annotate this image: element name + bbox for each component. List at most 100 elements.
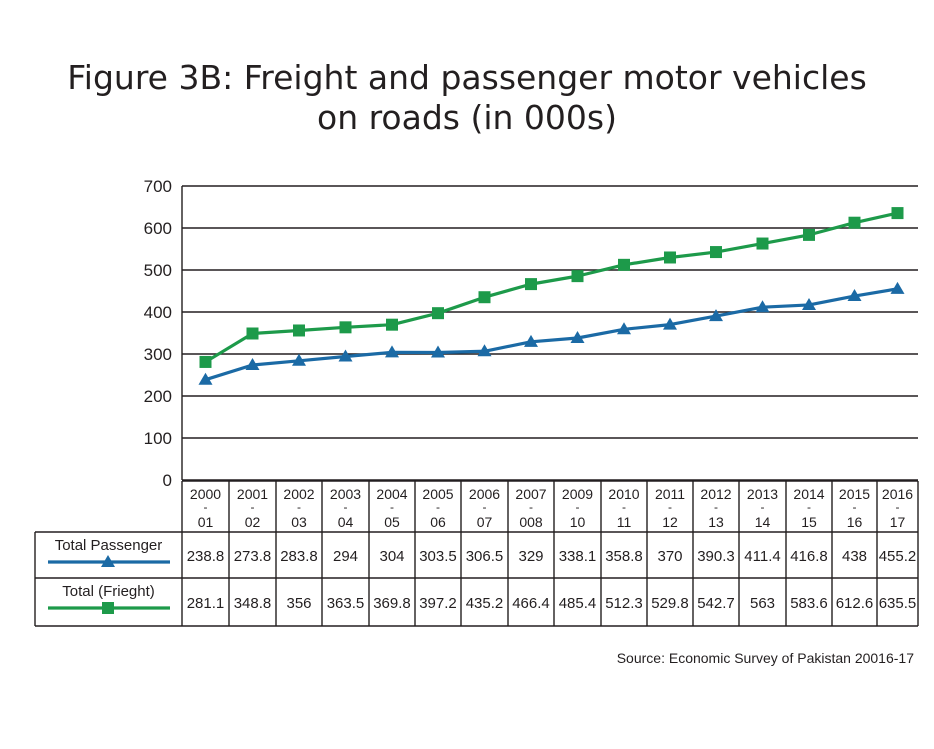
point-marker-0-5 [431,345,445,358]
table-cell-0-11: 390.3 [697,548,735,565]
series-line-0 [205,287,898,382]
table-cell-0-15: 455.2 [879,548,917,565]
x-tick-label-bottom-2: 03 [291,514,307,530]
table-cell-1-6: 435.2 [466,595,504,612]
x-tick-label-top-9: 2010 [608,486,639,502]
table-cell-0-12: 411.4 [744,548,780,565]
x-tick-label-bottom-15: 17 [890,514,906,530]
x-tick-label-bottom-13: 15 [801,514,817,530]
x-tick-label-dash-1: - [251,500,255,514]
point-marker-0-8 [570,330,585,343]
point-marker-1-7 [525,278,537,291]
source-note: Source: Economic Survey of Pakistan 2001… [616,650,914,666]
table-cell-0-9: 358.8 [605,548,643,565]
table-cell-1-0: 281.1 [187,595,225,612]
table-cell-1-12: 563 [750,595,775,612]
point-marker-1-8 [571,270,584,283]
x-tick-label-top-4: 2004 [376,486,407,502]
point-marker-0-6 [477,344,492,357]
x-tick-label-dash-7: - [529,500,533,514]
point-marker-1-9 [618,258,630,271]
table-cell-0-4: 304 [379,548,404,565]
x-tick-label-top-1: 2001 [237,486,268,502]
chart-title-line-1: Figure 3B: Freight and passenger motor v… [67,58,867,97]
point-marker-1-13 [803,228,815,241]
y-tick-label-700: 700 [144,177,172,196]
x-tick-label-top-13: 2014 [793,486,824,502]
x-tick-label-dash-3: - [344,500,348,514]
x-tick-label-dash-11: - [714,500,718,514]
x-tick-label-top-15: 2016 [882,486,913,502]
y-tick-label-500: 500 [144,261,172,280]
table-cell-0-5: 303.5 [419,548,457,565]
x-tick-label-bottom-4: 05 [384,514,400,530]
x-tick-label-dash-12: - [761,500,765,514]
x-tick-label-top-11: 2012 [700,486,731,502]
point-marker-0-11 [709,309,723,322]
x-tick-label-top-6: 2006 [469,486,500,502]
table-cell-0-13: 416.8 [790,548,828,565]
table-cell-1-2: 356 [286,595,311,612]
x-tick-label-dash-4: - [390,500,394,514]
point-marker-1-14 [848,216,861,229]
legend-label-1: Total (Frieght) [62,583,155,600]
x-tick-label-bottom-0: 01 [198,514,214,530]
x-tick-label-top-12: 2013 [747,486,778,502]
point-marker-0-1 [245,358,260,371]
point-marker-0-13 [802,297,816,310]
x-tick-label-top-7: 2007 [515,486,546,502]
y-tick-label-100: 100 [144,429,172,448]
chart-title: Figure 3B: Freight and passenger motor v… [0,58,934,138]
table-cell-1-13: 583.6 [790,595,828,612]
point-marker-1-1 [246,327,259,340]
x-tick-label-dash-15: - [896,500,900,514]
x-tick-label-dash-13: - [807,500,811,514]
point-marker-0-10 [663,317,677,330]
table-cell-1-15: 635.5 [879,595,917,612]
legend-marker-1 [102,602,114,614]
x-tick-label-bottom-1: 02 [245,514,261,530]
point-marker-1-15 [891,207,904,220]
point-marker-1-3 [339,321,352,334]
table-cell-1-5: 397.2 [419,595,457,612]
series-line-1 [204,211,898,364]
table-cell-0-14: 438 [842,548,867,565]
table-cell-1-14: 612.6 [836,595,874,612]
table-cell-1-10: 529.8 [651,595,689,612]
point-marker-1-2 [293,324,305,337]
chart-title-line-2: on roads (in 000s) [317,98,617,137]
table-cell-0-6: 306.5 [466,548,504,565]
y-tick-label-600: 600 [144,219,172,238]
x-tick-label-bottom-11: 13 [708,514,724,530]
x-tick-label-bottom-9: 11 [617,514,632,530]
x-tick-label-dash-14: - [853,500,857,514]
x-tick-label-top-5: 2005 [422,486,453,502]
point-marker-0-7 [524,334,538,347]
point-marker-0-0 [198,372,213,385]
table-cell-1-7: 466.4 [512,595,550,612]
x-tick-label-dash-9: - [622,500,626,514]
point-marker-1-6 [478,291,491,304]
point-marker-0-9 [617,322,631,335]
x-tick-label-dash-6: - [483,500,487,514]
point-marker-0-3 [338,349,353,362]
x-tick-label-bottom-14: 16 [847,514,863,530]
table-cell-0-1: 273.8 [234,548,272,565]
point-marker-1-10 [664,251,676,264]
point-marker-1-4 [386,318,398,331]
table-cell-1-9: 512.3 [605,595,643,612]
x-tick-label-bottom-8: 10 [570,514,586,530]
y-tick-label-200: 200 [144,387,172,406]
point-marker-0-2 [292,353,306,366]
x-tick-label-bottom-6: 07 [477,514,493,530]
point-marker-1-11 [710,246,722,259]
table-cell-1-1: 348.8 [234,595,272,612]
table-cell-1-4: 369.8 [373,595,411,612]
x-tick-label-dash-2: - [297,500,301,514]
point-marker-1-0 [199,355,212,368]
table-cell-0-7: 329 [518,548,543,565]
table-cell-1-3: 363.5 [327,595,365,612]
y-tick-label-400: 400 [144,303,172,322]
x-tick-label-dash-10: - [668,500,672,514]
table-cell-0-10: 370 [657,548,682,565]
